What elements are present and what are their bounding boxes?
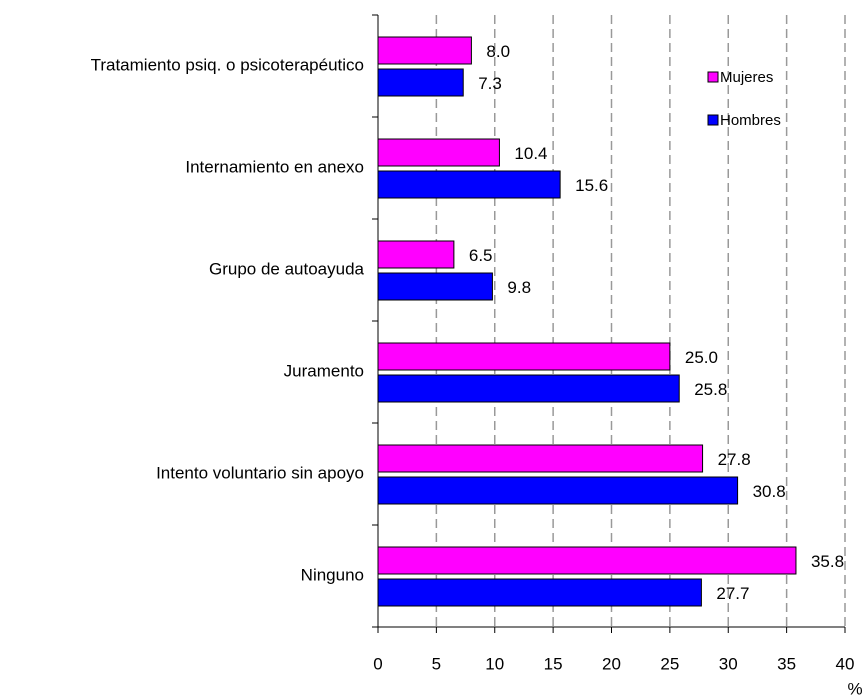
x-tick-label: 35 (777, 654, 796, 673)
value-label: 35.8 (811, 552, 844, 571)
value-label: 27.8 (718, 450, 751, 469)
bar (377, 240, 455, 269)
bar (377, 170, 561, 199)
bar (377, 578, 702, 607)
bar (377, 272, 493, 301)
x-tick-label: 0 (373, 654, 382, 673)
legend-label: Hombres (720, 112, 781, 129)
value-label: 10.4 (514, 144, 547, 163)
y-tick-label: Ninguno (301, 565, 364, 584)
bar (377, 36, 472, 65)
bar (377, 374, 680, 403)
y-tick-label: Intento voluntario sin apoyo (156, 463, 364, 482)
bar (377, 476, 739, 505)
bar (377, 444, 704, 473)
x-tick-label: 15 (544, 654, 563, 673)
value-label: 8.0 (486, 42, 510, 61)
value-label: 7.3 (478, 74, 502, 93)
value-label: 30.8 (753, 482, 786, 501)
x-tick-label: 5 (432, 654, 441, 673)
x-axis-label: % (847, 679, 862, 698)
y-tick-label: Tratamiento psiq. o psicoterapéutico (91, 55, 364, 74)
legend-swatch (707, 71, 719, 83)
value-label: 25.0 (685, 348, 718, 367)
x-tick-label: 25 (660, 654, 679, 673)
legend-swatch (707, 114, 719, 126)
y-tick-label: Juramento (284, 361, 364, 380)
value-label: 27.7 (716, 584, 749, 603)
x-tick-label: 10 (485, 654, 504, 673)
bar (377, 342, 671, 371)
value-label: 25.8 (694, 380, 727, 399)
value-label: 15.6 (575, 176, 608, 195)
value-label: 6.5 (469, 246, 493, 265)
x-tick-label: 20 (602, 654, 621, 673)
bar (377, 138, 500, 167)
x-tick-label: 40 (836, 654, 855, 673)
legend-label: Mujeres (720, 69, 773, 86)
bar (377, 68, 464, 97)
value-label: 9.8 (507, 278, 531, 297)
y-tick-label: Grupo de autoayuda (209, 259, 365, 278)
bar (377, 546, 797, 575)
x-tick-label: 30 (719, 654, 738, 673)
y-tick-label: Internamiento en anexo (185, 157, 364, 176)
